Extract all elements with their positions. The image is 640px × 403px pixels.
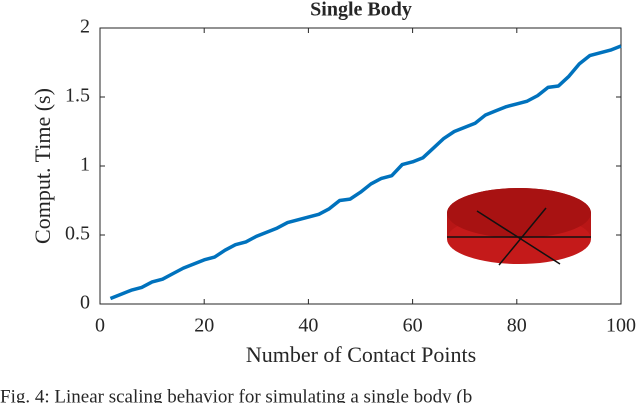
x-tick-label: 0 (95, 315, 105, 337)
x-tick-label: 60 (403, 315, 423, 337)
inset-body (447, 188, 591, 266)
y-tick-label: 1 (80, 154, 90, 176)
data-line (109, 44, 622, 301)
x-tick-label: 20 (194, 315, 214, 337)
chart-title: Single Body (310, 0, 412, 21)
x-tick-label: 80 (507, 315, 527, 337)
y-tick-label: 0 (80, 292, 90, 314)
x-axis-label: Number of Contact Points (246, 342, 476, 367)
y-tick-label: 1.5 (65, 85, 90, 107)
plot-frame (99, 27, 622, 305)
y-axis-label: Comput. Time (s) (30, 88, 55, 244)
x-tick-label: 100 (606, 315, 636, 337)
y-tick-label: 0.5 (65, 223, 90, 245)
caption: Fig. 4: Linear scaling behavior for simu… (0, 386, 472, 403)
x-tick-label: 40 (298, 315, 318, 337)
y-tick-label: 2 (80, 16, 90, 38)
